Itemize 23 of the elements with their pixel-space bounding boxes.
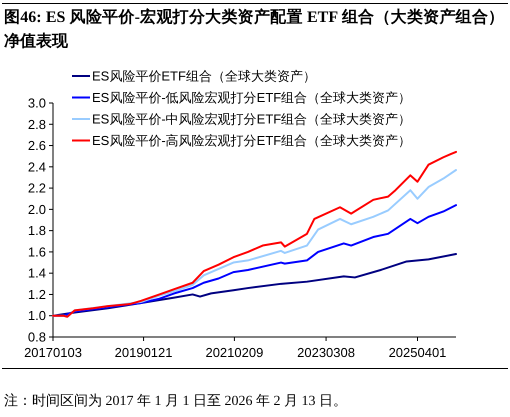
legend-label: ES风险平价ETF组合（全球大类资产） [92,68,316,84]
y-tick-label: 2.2 [28,180,46,196]
y-tick-label: 1.2 [28,286,46,302]
y-tick-label: 1.0 [28,308,46,324]
x-tick-label: 20170103 [24,345,82,360]
y-tick-label: 2.8 [28,116,46,132]
x-tick-label: 20250401 [388,345,446,360]
y-tick-label: 1.8 [28,223,46,238]
x-tick-label: 20230308 [297,345,355,360]
x-tick-label: 20190121 [114,345,172,360]
chart-title: 图46: ES 风险平价-宏观打分大类资产配置 ETF 组合（大类资产组合）净值表现 [4,7,504,52]
y-tick-label: 1.6 [28,244,46,260]
legend-label: ES风险平价-高风险宏观打分ETF组合（全球大类资产） [92,133,412,148]
legend-label: ES风险平价-中风险宏观打分ETF组合（全球大类资产） [92,112,412,126]
y-tick-label: 2.6 [28,138,46,154]
y-tick-label: 3.0 [28,96,46,110]
text: 注：时间区间为 2017 年 1 月 1 日至 2026 年 2 月 13 日。 [4,393,347,411]
y-tick-label: 2.0 [28,202,46,217]
y-tick-label: 1.4 [28,266,46,281]
y-tick-label: 0.8 [28,330,46,344]
legend-label: ES风险平价-低风险宏观打分ETF组合（全球大类资产） [92,90,412,105]
x-tick-label: 20210209 [205,345,264,360]
y-tick-label: 2.4 [28,159,46,174]
